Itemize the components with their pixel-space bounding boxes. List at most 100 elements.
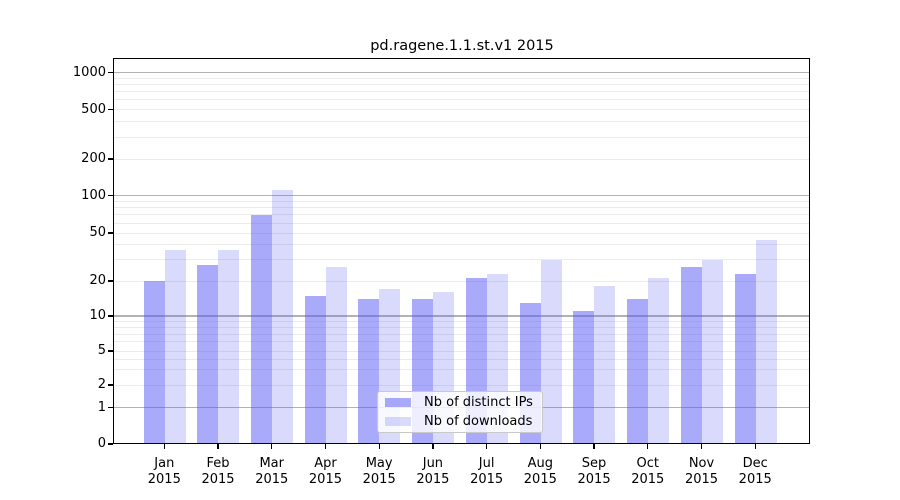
x-tick-month: Oct bbox=[636, 456, 659, 471]
gridline-minor bbox=[113, 384, 810, 386]
gridline-minor bbox=[113, 136, 810, 138]
gridline-minor bbox=[113, 280, 810, 282]
gridline-minor bbox=[113, 369, 810, 371]
y-tick-label: 10 bbox=[89, 308, 106, 323]
x-tick-mark bbox=[432, 444, 434, 449]
x-tick-label: May 2015 bbox=[349, 456, 409, 487]
x-tick-mark bbox=[486, 444, 488, 449]
x-tick-month: Aug bbox=[527, 456, 554, 471]
x-tick-label: Dec 2015 bbox=[725, 456, 785, 487]
y-tick-label: 5 bbox=[97, 343, 106, 358]
y-tick-mark bbox=[108, 280, 113, 282]
x-tick-label: Feb 2015 bbox=[188, 456, 248, 487]
y-tick-mark bbox=[108, 194, 113, 197]
y-tick-mark bbox=[108, 384, 113, 386]
y-tick-mark bbox=[108, 108, 113, 111]
x-tick-month: Dec bbox=[742, 456, 768, 471]
gridline-minor bbox=[113, 259, 810, 261]
x-tick-year: 2015 bbox=[523, 471, 557, 487]
x-tick-mark bbox=[217, 444, 219, 449]
x-tick-label: Nov 2015 bbox=[672, 456, 732, 487]
bar-distinct-ips-sep bbox=[573, 311, 595, 444]
x-tick-label: Aug 2015 bbox=[510, 456, 570, 487]
bar-distinct-ips-feb bbox=[197, 265, 219, 444]
gridline-minor bbox=[113, 350, 810, 352]
legend-label-distinct-ips: Nb of distinct IPs bbox=[424, 394, 533, 410]
y-tick-label: 1 bbox=[97, 399, 106, 415]
bar-downloads-feb bbox=[218, 250, 240, 444]
x-tick-month: May bbox=[365, 456, 393, 471]
bar-downloads-oct bbox=[648, 278, 670, 444]
gridline-minor bbox=[113, 214, 810, 216]
x-tick-mark bbox=[271, 444, 273, 449]
y-tick-label: 100 bbox=[81, 187, 106, 203]
y-tick-mark bbox=[108, 72, 113, 74]
x-tick-month: Sep bbox=[581, 456, 607, 471]
y-tick-label: 1000 bbox=[72, 64, 106, 80]
gridline-major bbox=[113, 315, 810, 317]
gridline-minor bbox=[113, 320, 810, 322]
gridline-major bbox=[113, 72, 810, 74]
bar-distinct-ips-dec bbox=[734, 273, 756, 444]
legend-swatch-distinct-ips bbox=[385, 397, 411, 407]
x-tick-month: Apr bbox=[314, 456, 337, 471]
bar-downloads-apr bbox=[325, 267, 347, 444]
gridline-minor bbox=[113, 244, 810, 246]
y-tick-mark bbox=[108, 443, 113, 445]
x-tick-month: Jan bbox=[154, 456, 175, 471]
gridline-minor bbox=[113, 358, 810, 360]
gridline-minor bbox=[113, 207, 810, 209]
legend-swatch-downloads bbox=[385, 416, 411, 426]
gridline-minor bbox=[113, 158, 810, 160]
bar-distinct-ips-mar bbox=[251, 214, 273, 444]
gridline-minor bbox=[113, 200, 810, 202]
y-tick-mark bbox=[108, 350, 113, 352]
legend: Nb of distinct IPs Nb of downloads bbox=[377, 390, 543, 433]
bar-downloads-sep bbox=[594, 286, 616, 444]
bar-downloads-mar bbox=[272, 190, 294, 444]
y-tick-label: 0 bbox=[97, 436, 106, 451]
gridline-minor bbox=[113, 341, 810, 343]
x-tick-label: Sep 2015 bbox=[564, 456, 624, 487]
bar-distinct-ips-apr bbox=[304, 295, 326, 444]
x-tick-year: 2015 bbox=[362, 471, 396, 487]
y-tick-label: 2 bbox=[97, 377, 106, 392]
gridline-minor bbox=[113, 121, 810, 123]
x-tick-year: 2015 bbox=[201, 471, 235, 487]
x-tick-month: Feb bbox=[206, 456, 230, 471]
legend-label-downloads: Nb of downloads bbox=[424, 413, 533, 429]
bar-distinct-ips-nov bbox=[680, 267, 702, 444]
x-tick-label: Apr 2015 bbox=[295, 456, 355, 487]
y-tick-label: 20 bbox=[89, 273, 106, 288]
legend-item-distinct-ips: Nb of distinct IPs bbox=[385, 394, 542, 410]
bar-downloads-jan bbox=[164, 250, 186, 444]
x-tick-mark bbox=[163, 444, 165, 449]
x-tick-month: Jul bbox=[478, 456, 495, 471]
bar-distinct-ips-may bbox=[358, 299, 380, 444]
gridline-minor bbox=[113, 99, 810, 101]
x-tick-year: 2015 bbox=[255, 471, 289, 487]
x-tick-month: Nov bbox=[688, 456, 715, 471]
gridline-minor bbox=[113, 77, 810, 79]
x-tick-year: 2015 bbox=[631, 471, 665, 487]
x-tick-year: 2015 bbox=[416, 471, 450, 487]
y-tick-mark bbox=[108, 315, 113, 317]
x-tick-mark bbox=[539, 444, 542, 449]
chart-title: pd.ragene.1.1.st.v1 2015 bbox=[370, 38, 554, 54]
bar-downloads-nov bbox=[701, 259, 723, 444]
x-tick-label: Jul 2015 bbox=[457, 456, 517, 487]
x-tick-year: 2015 bbox=[738, 471, 772, 487]
y-tick-mark bbox=[108, 232, 113, 234]
x-tick-label: Jan 2015 bbox=[134, 456, 194, 487]
x-tick-month: Mar bbox=[259, 456, 284, 471]
x-tick-label: Mar 2015 bbox=[242, 456, 302, 487]
legend-item-downloads: Nb of downloads bbox=[385, 413, 542, 429]
y-tick-label: 200 bbox=[81, 151, 106, 166]
gridline-major bbox=[113, 194, 810, 197]
gridline-minor bbox=[113, 333, 810, 335]
gridline-minor bbox=[113, 84, 810, 86]
gridline-minor bbox=[113, 222, 810, 224]
x-tick-mark bbox=[324, 444, 327, 449]
x-tick-year: 2015 bbox=[147, 471, 181, 487]
